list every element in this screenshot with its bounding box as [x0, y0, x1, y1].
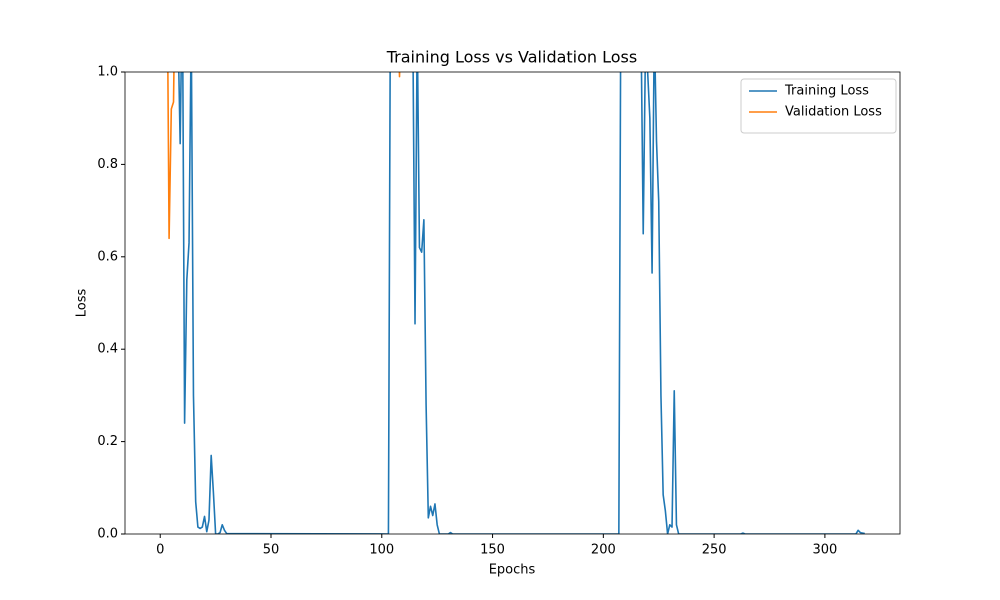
legend-label: Training Loss: [784, 84, 869, 99]
y-tick-label: 0.2: [97, 434, 118, 449]
series-line: [178, 72, 865, 534]
plot-frame: [124, 71, 901, 535]
series-line: [167, 72, 401, 240]
x-tick-label: 300: [812, 543, 837, 558]
chart-title: Training Loss vs Validation Loss: [386, 48, 637, 67]
plot-area: [167, 72, 865, 534]
legend-label: Validation Loss: [785, 105, 882, 120]
legend-box: [740, 78, 897, 134]
x-axis-label: Epochs: [489, 563, 536, 578]
y-tick-label: 0.0: [97, 527, 118, 542]
x-tick-label: 100: [369, 543, 394, 558]
y-tick-label: 1.0: [97, 65, 118, 80]
y-tick-label: 0.4: [97, 342, 118, 357]
x-tick-label: 200: [591, 543, 616, 558]
x-tick-label: 250: [702, 543, 727, 558]
y-tick-label: 0.6: [97, 249, 118, 264]
x-tick-label: 0: [156, 543, 164, 558]
y-axis-label: Loss: [75, 289, 90, 318]
x-tick-label: 150: [480, 543, 505, 558]
x-tick-label: 50: [263, 543, 280, 558]
y-tick-label: 0.8: [97, 157, 118, 172]
